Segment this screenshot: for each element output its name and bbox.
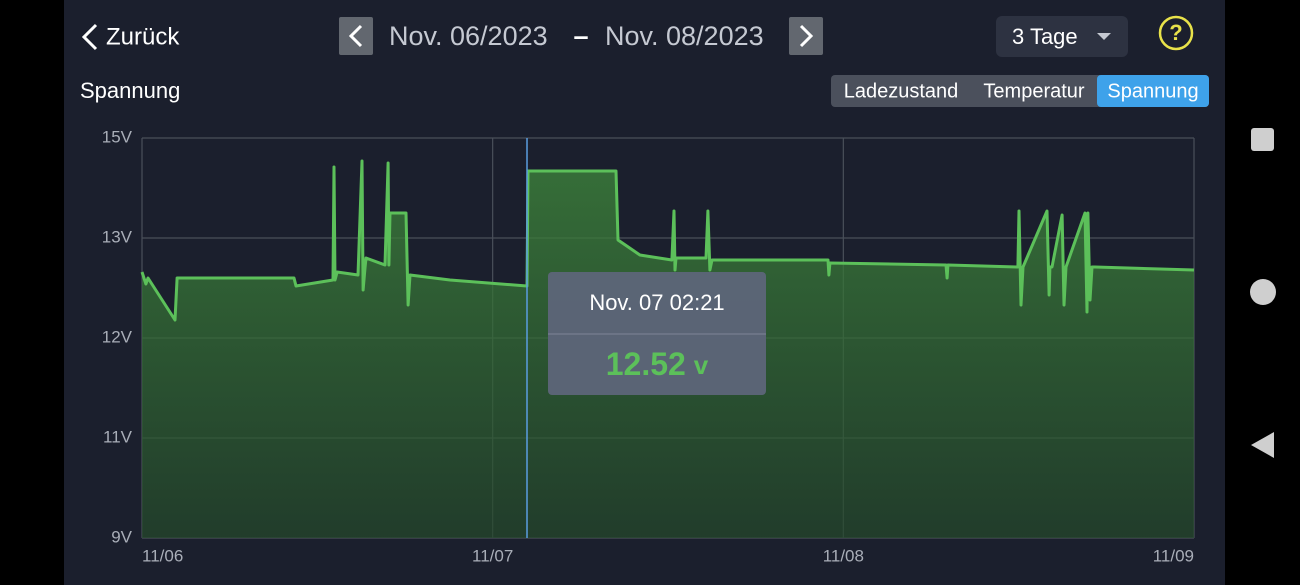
help-button[interactable]: ? bbox=[1158, 15, 1194, 51]
next-bg bbox=[789, 17, 823, 55]
date-separator: – bbox=[573, 21, 588, 51]
help-label: ? bbox=[1169, 20, 1182, 45]
tab-label: Spannung bbox=[1107, 80, 1198, 102]
chart-title: Spannung bbox=[80, 78, 180, 103]
next-button[interactable] bbox=[789, 17, 823, 55]
x-tick-label: 11/07 bbox=[472, 546, 513, 565]
dropdown-bg bbox=[996, 16, 1128, 57]
range-dropdown[interactable]: 3 Tage bbox=[996, 16, 1128, 57]
y-tick-label: 13V bbox=[102, 227, 133, 246]
tabs: Ladezustand Temperatur Spannung bbox=[831, 75, 1209, 107]
tab-label: Ladezustand bbox=[844, 80, 959, 102]
y-tick-label: 12V bbox=[102, 327, 133, 346]
x-tick-label: 11/08 bbox=[823, 546, 864, 565]
tooltip-time: Nov. 07 02:21 bbox=[589, 290, 724, 315]
tab[interactable]: Temperatur bbox=[983, 80, 1084, 102]
tab[interactable]: Spannung bbox=[1097, 75, 1209, 107]
nav-home[interactable] bbox=[1250, 279, 1276, 305]
y-tick-label: 9V bbox=[111, 527, 132, 546]
back-button[interactable]: Zurück bbox=[81, 23, 180, 51]
date-from: Nov. 06/2023 bbox=[389, 21, 548, 51]
tab-label: Temperatur bbox=[983, 80, 1084, 102]
date-to: Nov. 08/2023 bbox=[605, 21, 764, 51]
tooltip-value: 12.52 v bbox=[606, 346, 709, 382]
prev-icon bbox=[348, 24, 363, 48]
tooltip-unit: v bbox=[694, 350, 709, 380]
next-icon bbox=[799, 24, 814, 48]
back-label: Zurück bbox=[106, 23, 180, 50]
x-tick-label: 11/09 bbox=[1153, 546, 1194, 565]
tab-active-bg bbox=[1097, 75, 1209, 107]
nav-recent[interactable] bbox=[1251, 128, 1274, 151]
nav-back[interactable] bbox=[1251, 432, 1274, 458]
help-circle bbox=[1158, 15, 1194, 51]
back-icon bbox=[81, 23, 98, 51]
y-tick-label: 11V bbox=[103, 427, 133, 446]
dropdown-label: 3 Tage bbox=[1012, 24, 1078, 49]
dropdown-caret bbox=[1097, 33, 1111, 40]
tab[interactable]: Ladezustand bbox=[844, 80, 959, 102]
prev-bg bbox=[339, 17, 373, 55]
chart: 9V 11V 12V 13V 15V 11/06 11/07 11/08 11/09 Nov. 0… bbox=[102, 127, 1195, 565]
line bbox=[140, 159, 1195, 322]
tooltip-number: 12.52 bbox=[606, 346, 686, 382]
tooltip: Nov. 07 02:21 12.52 v bbox=[548, 272, 766, 395]
prev-button[interactable] bbox=[339, 17, 373, 55]
x-tick-label: 11/06 bbox=[142, 546, 183, 565]
y-tick-label: 15V bbox=[102, 127, 133, 146]
